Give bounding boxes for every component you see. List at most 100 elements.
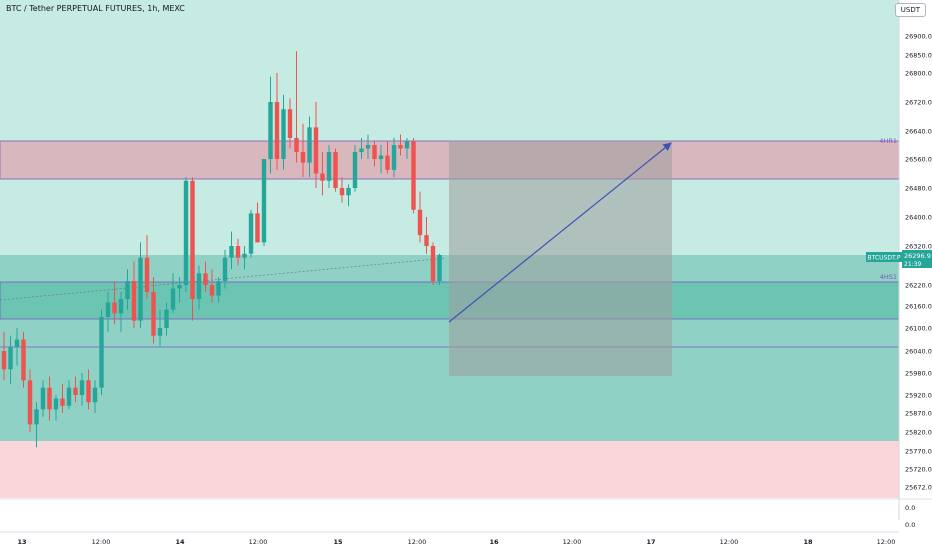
candle — [209, 269, 215, 303]
candle-body — [196, 273, 202, 299]
candle-body — [255, 213, 260, 243]
candle — [385, 141, 390, 174]
y-tick-label: 26640.0 — [905, 128, 932, 136]
candle-body — [21, 339, 26, 381]
candle — [118, 292, 124, 332]
price-axis[interactable] — [898, 0, 932, 550]
candle-body — [144, 257, 150, 292]
candle-body — [339, 188, 345, 196]
candle-body — [112, 302, 117, 314]
candle-body — [47, 387, 52, 410]
candle-body — [105, 302, 111, 317]
y-tick-label: 26480.0 — [905, 185, 932, 193]
candle-body — [66, 387, 72, 406]
candle — [365, 134, 371, 159]
x-tick-label: 14 — [175, 538, 185, 546]
y-tick-label: 25820.0 — [905, 429, 932, 437]
candle — [242, 246, 247, 270]
candle-body — [281, 109, 286, 159]
candle — [216, 277, 221, 303]
candle — [131, 261, 137, 328]
x-tick-label: 17 — [646, 538, 655, 546]
candle-body — [27, 380, 33, 425]
candle — [203, 261, 208, 292]
candle-body — [248, 213, 254, 254]
candle-body — [346, 188, 351, 196]
y-tick-label: 25870.0 — [905, 410, 932, 418]
candle — [86, 369, 91, 410]
candle-body — [287, 109, 293, 138]
candle-body — [1, 351, 7, 370]
candle-body — [398, 145, 403, 149]
price-axis-bg — [899, 0, 932, 550]
x-tick-label: 12:00 — [92, 538, 111, 546]
candle — [424, 217, 429, 254]
candle — [112, 281, 117, 325]
currency-button[interactable]: USDT — [894, 3, 926, 17]
candle-body — [404, 141, 410, 149]
candle-body — [92, 387, 98, 403]
y-tick-label: 26040.0 — [905, 348, 932, 356]
projection-arrow[interactable] — [448, 142, 672, 323]
candle-body — [268, 102, 273, 159]
candle — [261, 159, 267, 246]
y-tick-label: 25920.0 — [905, 392, 932, 400]
candle — [248, 209, 254, 258]
candle — [391, 138, 397, 178]
candles-layer — [1, 51, 442, 448]
candle — [47, 376, 52, 421]
candle-body — [34, 409, 39, 425]
candle — [1, 331, 7, 381]
candle — [60, 384, 65, 413]
volume-tick-label: 0.0 — [905, 504, 915, 512]
candle-body — [391, 145, 397, 170]
candle-body — [203, 273, 208, 285]
candle — [300, 123, 306, 178]
candle-body — [131, 281, 137, 321]
candle — [99, 309, 104, 395]
candle — [125, 269, 130, 310]
y-tick-label: 26160.0 — [905, 303, 932, 311]
candle — [79, 373, 85, 406]
candle — [170, 273, 176, 314]
candle-body — [40, 387, 46, 410]
candle-body — [359, 148, 364, 152]
candle-body — [216, 281, 221, 296]
candle-body — [8, 347, 13, 370]
candle — [378, 145, 384, 174]
y-tick-label: 26850.0 — [905, 52, 932, 60]
position-box[interactable] — [449, 141, 672, 376]
candle-body — [274, 102, 280, 159]
candle-body — [170, 288, 176, 310]
volume-pane: 0.0 0.0 — [0, 498, 932, 529]
candle — [138, 242, 143, 328]
candle — [40, 380, 46, 417]
x-tick-label: 13 — [17, 538, 26, 546]
candle-body — [125, 281, 130, 299]
level-labels: 4HR1 4HS1 — [879, 137, 897, 281]
candle-body — [300, 152, 306, 163]
candle-body — [138, 257, 143, 321]
x-tick-label: 15 — [333, 538, 343, 546]
y-tick-label: 26400.0 — [905, 214, 932, 222]
trend-dotted-line[interactable] — [0, 257, 447, 301]
candle-body — [118, 299, 124, 314]
candle-body — [307, 127, 312, 163]
candle — [8, 335, 13, 384]
candle-body — [326, 152, 332, 181]
candle — [177, 277, 182, 303]
candle — [359, 138, 364, 159]
candle — [352, 145, 358, 192]
candle — [21, 331, 26, 388]
y-tick-label: 25720.0 — [905, 466, 932, 474]
candle — [92, 380, 98, 413]
candle — [404, 138, 410, 159]
candle — [157, 309, 163, 348]
candle-body — [313, 127, 319, 174]
symbol-tag-bg — [866, 252, 902, 262]
candle — [151, 277, 156, 344]
y-tick-label: 26800.0 — [905, 70, 932, 78]
candle — [313, 102, 319, 188]
candle — [294, 51, 299, 163]
